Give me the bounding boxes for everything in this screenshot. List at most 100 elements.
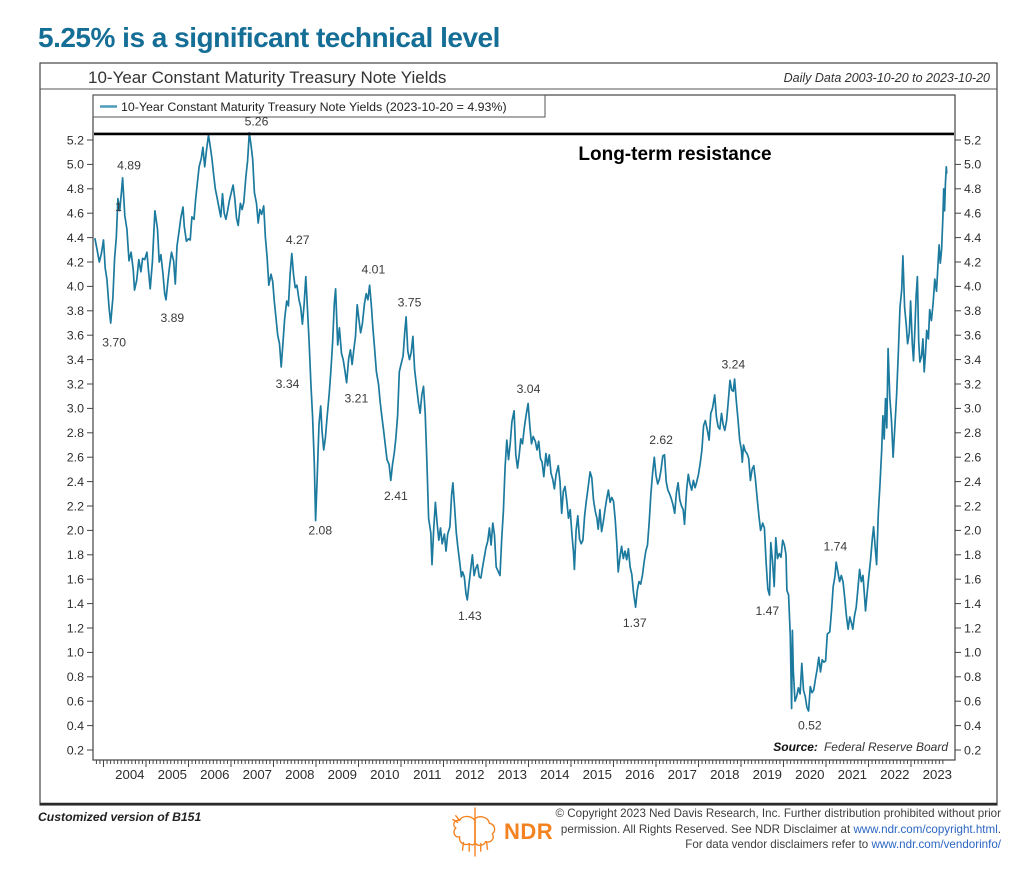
y-tick-label-right: 1.2	[964, 621, 981, 635]
annotation-4-89: 4.89	[117, 159, 141, 173]
y-tick-label-right: 5.2	[964, 133, 981, 147]
annotation-2-62: 2.62	[649, 433, 673, 447]
y-tick-label-left: 0.6	[67, 695, 84, 709]
ndr-logo-text: NDR	[504, 819, 554, 844]
y-tick-label-left: 4.4	[67, 231, 84, 245]
y-tick-label-left: 3.6	[67, 329, 84, 343]
ndr-logo: NDR	[450, 806, 553, 858]
ndr-bull-bear-icon	[452, 807, 496, 857]
legend-box	[92, 94, 546, 118]
annotation-3-34: 3.34	[276, 377, 300, 391]
resistance-label: Long-term resistance	[578, 144, 771, 165]
y-tick-label-right: 4.2	[964, 255, 981, 269]
annotation-2-08: 2.08	[308, 523, 332, 537]
copyright-line1: © Copyright 2023 Ned Davis Research, Inc…	[555, 807, 1001, 820]
copyright-link[interactable]: www.ndr.com/copyright.html	[853, 822, 998, 836]
annotation-1: 1	[115, 200, 122, 214]
annotation-3-70: 3.70	[102, 336, 126, 350]
y-tick-label-right: 3.8	[964, 304, 981, 318]
y-tick-label-left: 2.8	[67, 426, 84, 440]
y-tick-label-right: 0.8	[964, 670, 981, 684]
y-tick-label-left: 1.4	[67, 597, 84, 611]
y-tick-label-right: 5.0	[964, 158, 981, 172]
x-year-label: 2004	[115, 767, 144, 782]
data-point-annotations: 1 3.70 4.89 3.89 5.26 4.27 3.34 2.08 3.21 4.01 3.7…	[102, 115, 847, 733]
annotation-3-21: 3.21	[345, 392, 369, 406]
y-tick-label-left: 2.4	[67, 475, 84, 489]
annotation-1-74: 1.74	[823, 539, 847, 553]
annotation-1-43: 1.43	[458, 609, 482, 623]
annotation-2-41: 2.41	[384, 489, 408, 503]
yield-line-series	[94, 131, 948, 712]
vendorinfo-link[interactable]: www.ndr.com/vendorinfo/	[871, 838, 1001, 851]
y-tick-label-left: 3.4	[67, 353, 84, 367]
x-year-label: 2022	[880, 767, 909, 782]
x-year-label: 2018	[710, 767, 739, 782]
y-tick-label-right: 4.6	[964, 207, 981, 221]
copyright-line3: For data vendor disclaimers refer to www…	[685, 838, 1001, 851]
y-axis-ticks: 0.2 0.2 0.4 0.4 0.6 0.6 0.8 0.8 1.0 1.0 1.2 1.2 1.4 1…	[67, 133, 982, 757]
annotation-3-04: 3.04	[517, 382, 541, 396]
y-tick-label-left: 4.6	[67, 207, 84, 221]
x-year-label: 2017	[668, 767, 697, 782]
y-tick-label-right: 4.4	[964, 231, 981, 245]
y-tick-label-right: 1.4	[964, 597, 981, 611]
y-tick-label-left: 5.0	[67, 158, 84, 172]
y-tick-label-right: 3.6	[964, 329, 981, 343]
annotation-1-37: 1.37	[623, 616, 647, 630]
x-year-label: 2021	[838, 767, 867, 782]
annotation-3-89: 3.89	[160, 311, 184, 325]
y-tick-label-left: 4.8	[67, 182, 84, 196]
x-year-label: 2009	[328, 767, 357, 782]
source-label: Source: Federal Reserve Board	[773, 740, 948, 754]
y-tick-label-right: 0.2	[964, 743, 981, 757]
chart-title: 10-Year Constant Maturity Treasury Note …	[88, 68, 446, 87]
y-tick-label-right: 0.4	[964, 719, 981, 733]
y-tick-label-right: 3.4	[964, 353, 981, 367]
y-tick-label-left: 2.2	[67, 499, 84, 513]
y-tick-label-left: 4.0	[67, 280, 84, 294]
y-tick-label-right: 1.6	[964, 573, 981, 587]
x-axis-ticks: 2004 2005 2006 2007 2008 2009 2010 2011 2012 2013…	[95, 760, 952, 782]
x-year-label: 2005	[158, 767, 187, 782]
x-year-label: 2014	[540, 767, 569, 782]
x-year-label: 2011	[413, 767, 441, 782]
y-tick-label-right: 1.0	[964, 646, 981, 660]
x-year-label: 2012	[455, 767, 484, 782]
legend-label: 10-Year Constant Maturity Treasury Note …	[121, 100, 507, 114]
annotation-4-27: 4.27	[286, 233, 310, 247]
y-tick-label-left: 4.2	[67, 255, 84, 269]
y-tick-label-right: 0.6	[964, 695, 981, 709]
y-tick-label-right: 2.6	[964, 451, 981, 465]
page-title: 5.25% is a significant technical level	[38, 22, 500, 53]
y-tick-label-right: 3.0	[964, 402, 981, 416]
x-year-label: 2023	[923, 767, 952, 782]
y-tick-label-left: 3.2	[67, 377, 84, 391]
y-tick-label-right: 2.8	[964, 426, 981, 440]
y-tick-label-left: 0.2	[67, 743, 84, 757]
annotation-5-26: 5.26	[245, 115, 269, 129]
yield-line	[94, 131, 948, 712]
annotation-1-47: 1.47	[755, 604, 779, 618]
x-year-label: 2015	[583, 767, 612, 782]
x-year-label: 2020	[795, 767, 824, 782]
x-year-label: 2016	[625, 767, 654, 782]
copyright-line2: permission. All Rights Reserved. See NDR…	[560, 822, 1001, 836]
chart-outer-border	[39, 62, 998, 806]
y-tick-label-left: 5.2	[67, 133, 84, 147]
y-tick-label-left: 1.2	[67, 621, 84, 635]
y-tick-label-right: 4.0	[964, 280, 981, 294]
y-tick-label-left: 2.0	[67, 524, 84, 538]
y-tick-label-right: 3.2	[964, 377, 981, 391]
y-tick-label-left: 1.0	[67, 646, 84, 660]
y-tick-label-right: 2.4	[964, 475, 981, 489]
copyright-block: © Copyright 2023 Ned Davis Research, Inc…	[481, 806, 1001, 853]
y-tick-label-left: 3.8	[67, 304, 84, 318]
x-year-label: 2006	[200, 767, 229, 782]
annotation-0-52: 0.52	[798, 719, 822, 733]
y-tick-label-left: 3.0	[67, 402, 84, 416]
y-tick-label-right: 2.2	[964, 499, 981, 513]
annotation-4-01: 4.01	[362, 262, 386, 276]
y-tick-label-left: 0.4	[67, 719, 84, 733]
